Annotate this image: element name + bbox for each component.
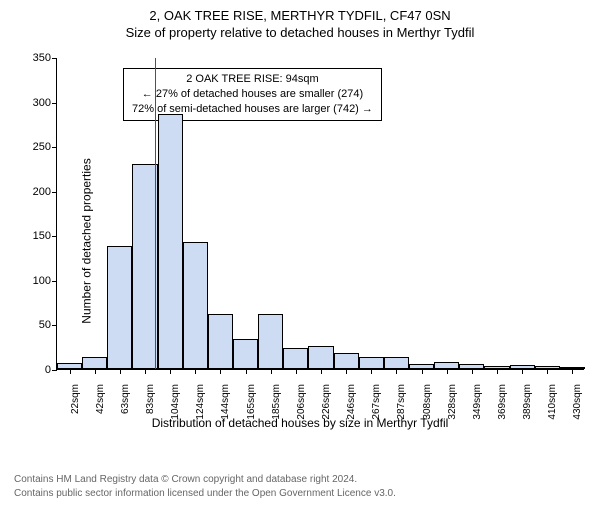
- y-tick-label: 0: [21, 364, 51, 376]
- histogram-bar: [384, 357, 409, 369]
- y-tick-mark: [52, 103, 57, 104]
- y-tick-label: 250: [21, 141, 51, 153]
- y-tick-mark: [52, 325, 57, 326]
- y-tick-label: 150: [21, 230, 51, 242]
- x-tick-mark: [195, 369, 196, 374]
- x-tick-mark: [346, 369, 347, 374]
- x-tick-mark: [497, 369, 498, 374]
- histogram-bar: [208, 314, 233, 369]
- x-tick-mark: [547, 369, 548, 374]
- footnote-line-1: Contains HM Land Registry data © Crown c…: [14, 473, 396, 487]
- y-tick-label: 100: [21, 275, 51, 287]
- x-tick-mark: [572, 369, 573, 374]
- y-tick-label: 350: [21, 52, 51, 64]
- x-tick-mark: [321, 369, 322, 374]
- y-tick-label: 300: [21, 97, 51, 109]
- y-tick-mark: [52, 192, 57, 193]
- x-tick-mark: [220, 369, 221, 374]
- x-tick-mark: [145, 369, 146, 374]
- x-tick-mark: [522, 369, 523, 374]
- histogram-bar: [308, 346, 333, 369]
- histogram-bar: [334, 353, 359, 369]
- y-tick-mark: [52, 236, 57, 237]
- info-line-1: 2 OAK TREE RISE: 94sqm: [132, 72, 373, 87]
- x-tick-mark: [396, 369, 397, 374]
- histogram-bar: [233, 339, 258, 369]
- histogram-bar: [258, 314, 283, 369]
- property-marker-line: [155, 58, 156, 369]
- y-tick-label: 50: [21, 319, 51, 331]
- histogram-bar: [283, 348, 308, 369]
- footnote: Contains HM Land Registry data © Crown c…: [14, 473, 396, 500]
- chart-title-main: 2, OAK TREE RISE, MERTHYR TYDFIL, CF47 0…: [0, 8, 600, 23]
- y-tick-label: 200: [21, 186, 51, 198]
- x-tick-mark: [296, 369, 297, 374]
- chart-title-sub: Size of property relative to detached ho…: [0, 25, 600, 40]
- y-tick-mark: [52, 370, 57, 371]
- histogram-bar: [107, 246, 132, 369]
- histogram-bar: [158, 114, 183, 369]
- histogram-bar: [183, 242, 208, 369]
- histogram-bar: [359, 357, 384, 369]
- x-tick-mark: [447, 369, 448, 374]
- x-tick-mark: [472, 369, 473, 374]
- x-tick-mark: [70, 369, 71, 374]
- histogram-bar: [434, 362, 459, 369]
- y-tick-mark: [52, 58, 57, 59]
- x-tick-mark: [95, 369, 96, 374]
- chart-container: Number of detached properties 2 OAK TREE…: [0, 52, 600, 430]
- x-axis-label: Distribution of detached houses by size …: [0, 416, 600, 430]
- plot-area: 2 OAK TREE RISE: 94sqm ← 27% of detached…: [56, 58, 584, 370]
- x-tick-mark: [170, 369, 171, 374]
- x-tick-mark: [120, 369, 121, 374]
- y-tick-mark: [52, 147, 57, 148]
- histogram-bar: [82, 357, 107, 369]
- x-tick-mark: [371, 369, 372, 374]
- info-box: 2 OAK TREE RISE: 94sqm ← 27% of detached…: [123, 68, 382, 121]
- x-tick-mark: [246, 369, 247, 374]
- x-tick-mark: [422, 369, 423, 374]
- footnote-line-2: Contains public sector information licen…: [14, 487, 396, 501]
- x-tick-mark: [271, 369, 272, 374]
- y-tick-mark: [52, 281, 57, 282]
- info-line-2: ← 27% of detached houses are smaller (27…: [132, 87, 373, 102]
